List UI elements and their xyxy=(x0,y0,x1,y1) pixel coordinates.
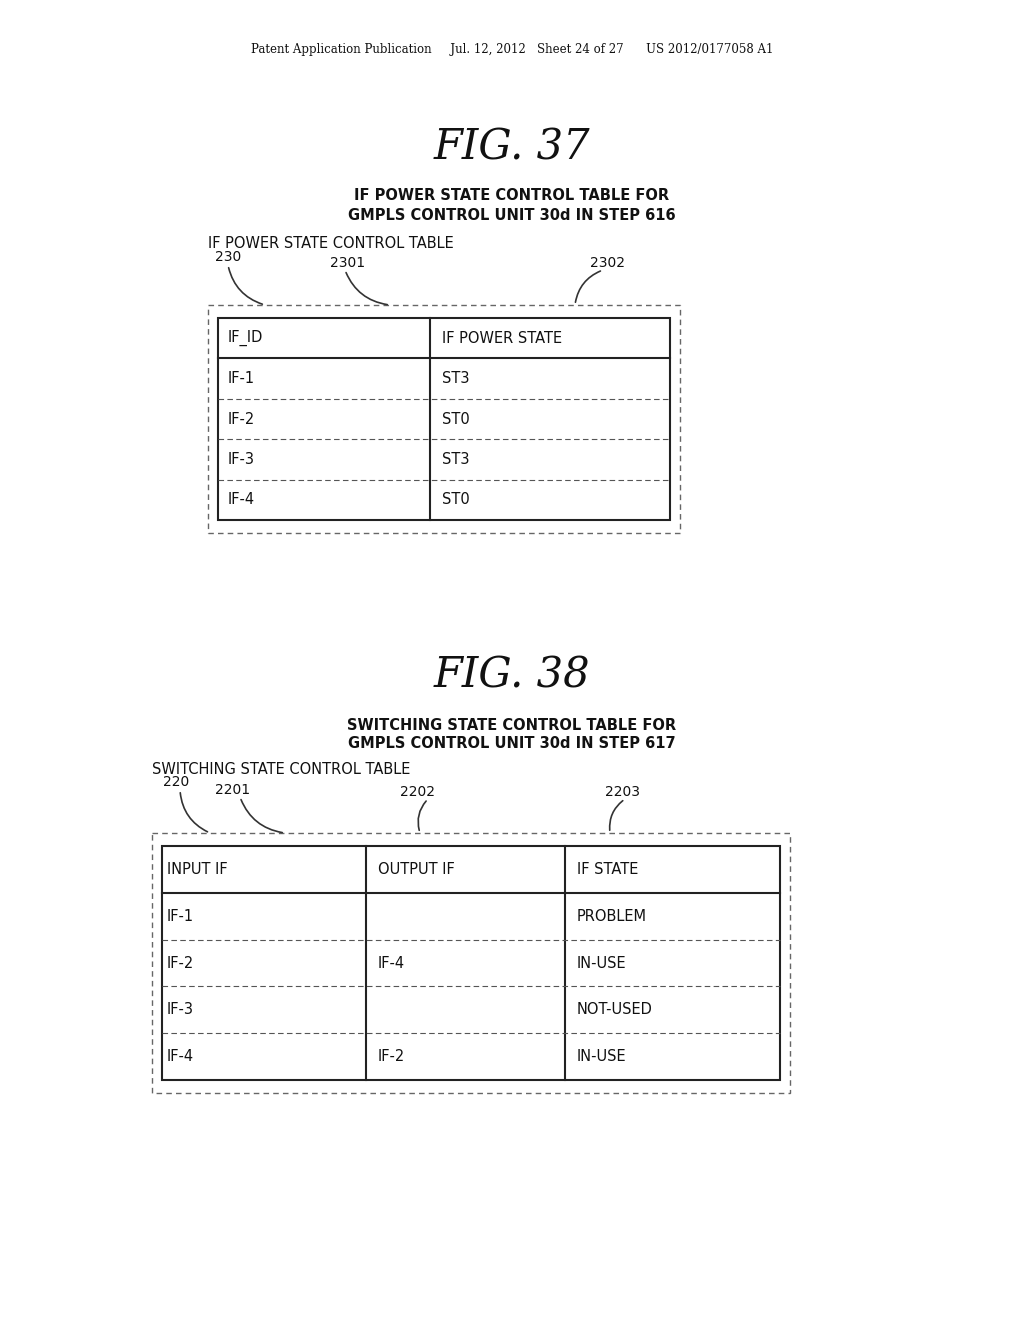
Text: 230: 230 xyxy=(215,249,242,264)
Text: 2301: 2301 xyxy=(330,256,366,271)
Text: IF POWER STATE CONTROL TABLE FOR: IF POWER STATE CONTROL TABLE FOR xyxy=(354,189,670,203)
Text: IF-4: IF-4 xyxy=(167,1049,195,1064)
Text: IF-3: IF-3 xyxy=(228,451,255,467)
Text: IF-4: IF-4 xyxy=(228,492,255,507)
Text: IF-2: IF-2 xyxy=(378,1049,406,1064)
Text: IF-2: IF-2 xyxy=(228,412,255,426)
Text: FIG. 38: FIG. 38 xyxy=(434,653,590,696)
Text: IN-USE: IN-USE xyxy=(577,956,627,970)
Text: ST3: ST3 xyxy=(442,371,469,385)
Text: 2201: 2201 xyxy=(215,783,250,797)
Text: IF POWER STATE CONTROL TABLE: IF POWER STATE CONTROL TABLE xyxy=(208,236,454,252)
Text: 2202: 2202 xyxy=(400,785,435,799)
Text: IF POWER STATE: IF POWER STATE xyxy=(442,331,562,346)
Text: IF-3: IF-3 xyxy=(167,1002,194,1018)
Text: IF STATE: IF STATE xyxy=(577,862,638,876)
Text: SWITCHING STATE CONTROL TABLE FOR: SWITCHING STATE CONTROL TABLE FOR xyxy=(347,718,677,733)
Text: IF-1: IF-1 xyxy=(167,908,195,924)
Text: 2203: 2203 xyxy=(605,785,640,799)
Text: GMPLS CONTROL UNIT 30d IN STEP 616: GMPLS CONTROL UNIT 30d IN STEP 616 xyxy=(348,207,676,223)
Text: 2302: 2302 xyxy=(590,256,625,271)
Text: IF-2: IF-2 xyxy=(167,956,195,970)
Text: NOT-USED: NOT-USED xyxy=(577,1002,653,1018)
Text: 220: 220 xyxy=(163,775,189,789)
Text: PROBLEM: PROBLEM xyxy=(577,908,647,924)
Text: Patent Application Publication     Jul. 12, 2012   Sheet 24 of 27      US 2012/0: Patent Application Publication Jul. 12, … xyxy=(251,44,773,57)
Text: INPUT IF: INPUT IF xyxy=(167,862,227,876)
Text: OUTPUT IF: OUTPUT IF xyxy=(378,862,455,876)
Text: FIG. 37: FIG. 37 xyxy=(434,127,590,169)
Text: ST0: ST0 xyxy=(442,492,470,507)
Text: GMPLS CONTROL UNIT 30d IN STEP 617: GMPLS CONTROL UNIT 30d IN STEP 617 xyxy=(348,735,676,751)
Text: ST3: ST3 xyxy=(442,451,469,467)
Text: IF-1: IF-1 xyxy=(228,371,255,385)
Text: ST0: ST0 xyxy=(442,412,470,426)
Text: SWITCHING STATE CONTROL TABLE: SWITCHING STATE CONTROL TABLE xyxy=(152,763,411,777)
Text: IN-USE: IN-USE xyxy=(577,1049,627,1064)
Text: IF-4: IF-4 xyxy=(378,956,406,970)
Text: IF_ID: IF_ID xyxy=(228,330,263,346)
